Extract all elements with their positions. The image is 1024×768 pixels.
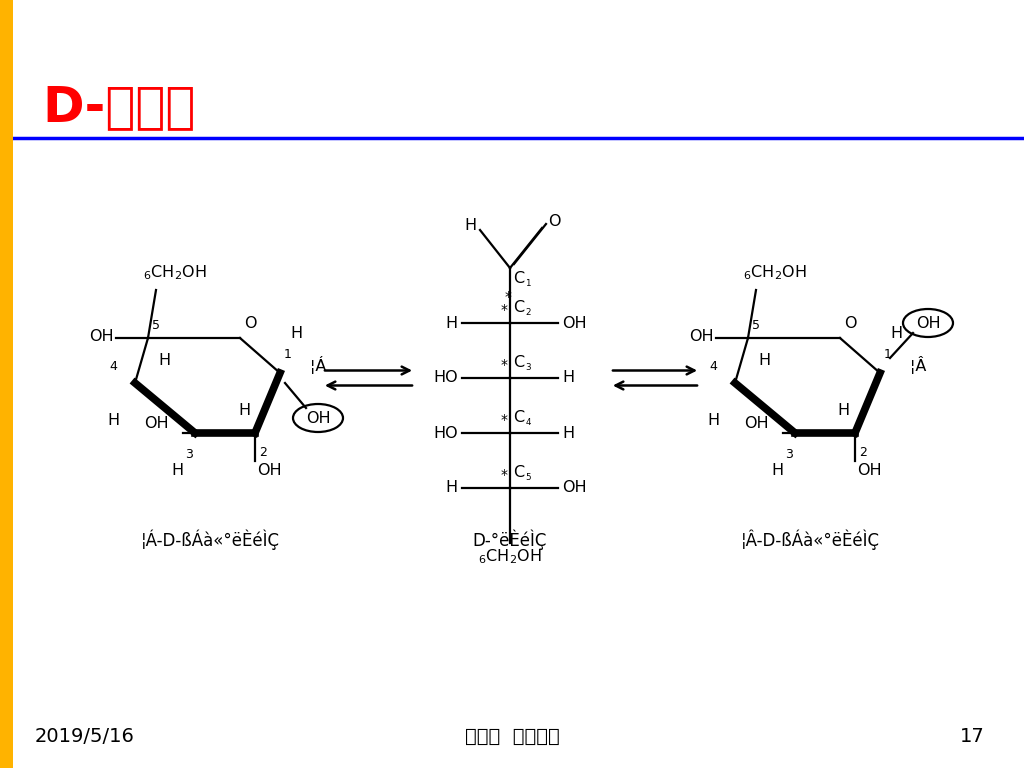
Text: OH: OH [144, 415, 169, 431]
Text: *: * [501, 303, 508, 317]
Text: H: H [758, 353, 770, 368]
Text: 2: 2 [859, 446, 867, 459]
Text: 2019/5/16: 2019/5/16 [35, 727, 135, 746]
Text: H: H [445, 481, 458, 495]
Text: 第十章  糖类化学: 第十章 糖类化学 [465, 727, 559, 746]
Text: OH: OH [689, 329, 714, 343]
Text: OH: OH [562, 481, 587, 495]
Text: $_5$: $_5$ [525, 470, 531, 483]
Text: ¦Â: ¦Â [910, 356, 927, 374]
Text: *: * [501, 358, 508, 372]
Text: H: H [171, 463, 183, 478]
Text: O: O [244, 316, 256, 331]
Text: H: H [707, 413, 719, 428]
Text: $_6$CH$_2$OH: $_6$CH$_2$OH [143, 263, 207, 282]
Bar [0, 0, 13, 768]
Text: $_3$: $_3$ [525, 360, 532, 373]
Text: H: H [890, 326, 902, 341]
Text: *: * [501, 468, 508, 482]
Text: C: C [513, 355, 524, 370]
Text: OH: OH [562, 316, 587, 330]
Text: OH: OH [744, 415, 769, 431]
Text: H: H [771, 463, 783, 478]
Text: 4: 4 [710, 360, 717, 373]
Text: $_1$: $_1$ [525, 276, 531, 289]
Text: H: H [238, 403, 250, 418]
Text: H: H [106, 413, 119, 428]
Text: H: H [838, 403, 850, 418]
Text: OH: OH [857, 463, 882, 478]
Text: *: * [505, 290, 512, 304]
Text: $_6$CH$_2$OH: $_6$CH$_2$OH [478, 547, 542, 566]
Text: O: O [548, 214, 560, 230]
Text: ¦Á-D-ßÁà«°ëÈéÌÇ: ¦Á-D-ßÁà«°ëÈéÌÇ [140, 530, 280, 551]
Text: HO: HO [433, 425, 458, 441]
Text: OH: OH [89, 329, 114, 343]
Text: 5: 5 [152, 319, 160, 332]
Text: H: H [562, 370, 574, 386]
Text: 3: 3 [785, 448, 793, 461]
Text: 1: 1 [884, 348, 892, 361]
Text: C: C [513, 271, 524, 286]
Text: H: H [290, 326, 302, 341]
Text: 3: 3 [185, 448, 193, 461]
Text: C: C [513, 465, 524, 480]
Text: D-°ëÈéÌÇ: D-°ëÈéÌÇ [473, 530, 547, 551]
Text: OH: OH [306, 411, 331, 425]
Text: $_6$CH$_2$OH: $_6$CH$_2$OH [743, 263, 807, 282]
Text: H: H [465, 219, 477, 233]
Text: ¦Â-D-ßÁà«°ëÈéÌÇ: ¦Â-D-ßÁà«°ëÈéÌÇ [740, 530, 880, 551]
Text: $_2$: $_2$ [525, 305, 531, 318]
Text: H: H [158, 353, 170, 368]
Text: ¦Á: ¦Á [310, 356, 327, 374]
Text: $_4$: $_4$ [525, 415, 532, 428]
Text: D-半乳糖: D-半乳糖 [42, 83, 196, 131]
Text: 2: 2 [259, 446, 267, 459]
Text: OH: OH [257, 463, 282, 478]
Text: 17: 17 [961, 727, 985, 746]
Text: 4: 4 [110, 360, 117, 373]
Text: *: * [501, 413, 508, 427]
Text: C: C [513, 410, 524, 425]
Text: HO: HO [433, 370, 458, 386]
Text: H: H [445, 316, 458, 330]
Text: 1: 1 [284, 348, 292, 361]
Text: C: C [513, 300, 524, 315]
Text: OH: OH [915, 316, 940, 330]
Text: H: H [562, 425, 574, 441]
Text: O: O [844, 316, 856, 331]
Text: 5: 5 [752, 319, 760, 332]
